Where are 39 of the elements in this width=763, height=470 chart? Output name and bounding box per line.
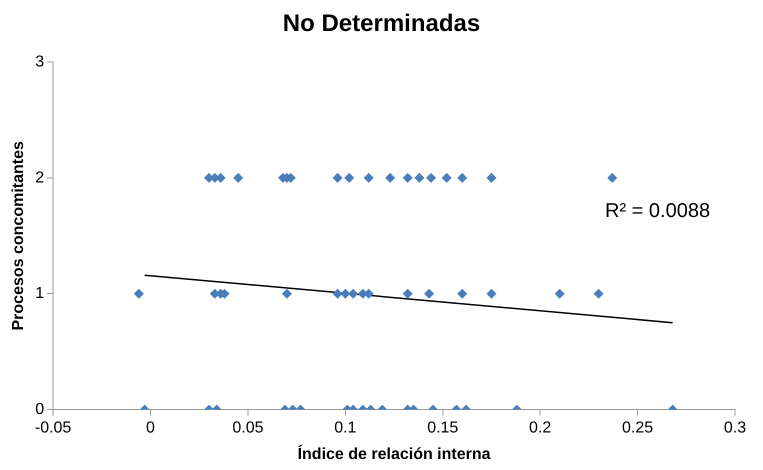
- point: [340, 288, 350, 299]
- point: [364, 172, 374, 183]
- point: [457, 172, 468, 183]
- point: [344, 172, 354, 183]
- point: [233, 172, 244, 183]
- chart-title: No Determinadas: [282, 10, 482, 38]
- x-axis-title: Índice de relación interna: [298, 444, 491, 463]
- x-tick-label: 0.3: [724, 420, 746, 437]
- annotation: R² = 0.0088: [605, 200, 710, 222]
- point: [402, 172, 413, 183]
- point: [385, 172, 396, 183]
- point: [554, 288, 565, 299]
- y-tick-label: 0: [35, 401, 44, 418]
- x-tick-label: 0.15: [427, 420, 458, 437]
- point: [402, 288, 413, 299]
- x-tick-label: 0.2: [529, 420, 552, 437]
- point: [594, 288, 604, 299]
- x-tick-label: 0: [146, 420, 156, 437]
- y-tick-label: 2: [35, 169, 44, 186]
- point: [442, 172, 452, 183]
- point: [348, 288, 358, 299]
- x-tick-label: 0.1: [334, 420, 357, 437]
- point: [332, 288, 343, 299]
- y-axis-title: Procesos concomitantes: [10, 141, 28, 331]
- point: [486, 172, 496, 183]
- point: [424, 288, 434, 299]
- y-tick-label: 1: [35, 285, 44, 302]
- x-tick-label: -0.05: [34, 420, 72, 437]
- point: [332, 172, 343, 183]
- point: [414, 172, 424, 183]
- point: [486, 288, 496, 299]
- point: [426, 172, 436, 183]
- y-tick-label: 3: [35, 53, 44, 70]
- x-tick-label: 0.05: [232, 420, 264, 437]
- x-tick-label: 0.25: [622, 420, 654, 437]
- point: [457, 288, 468, 299]
- point: [134, 288, 144, 299]
- point: [607, 172, 618, 183]
- point: [282, 288, 292, 299]
